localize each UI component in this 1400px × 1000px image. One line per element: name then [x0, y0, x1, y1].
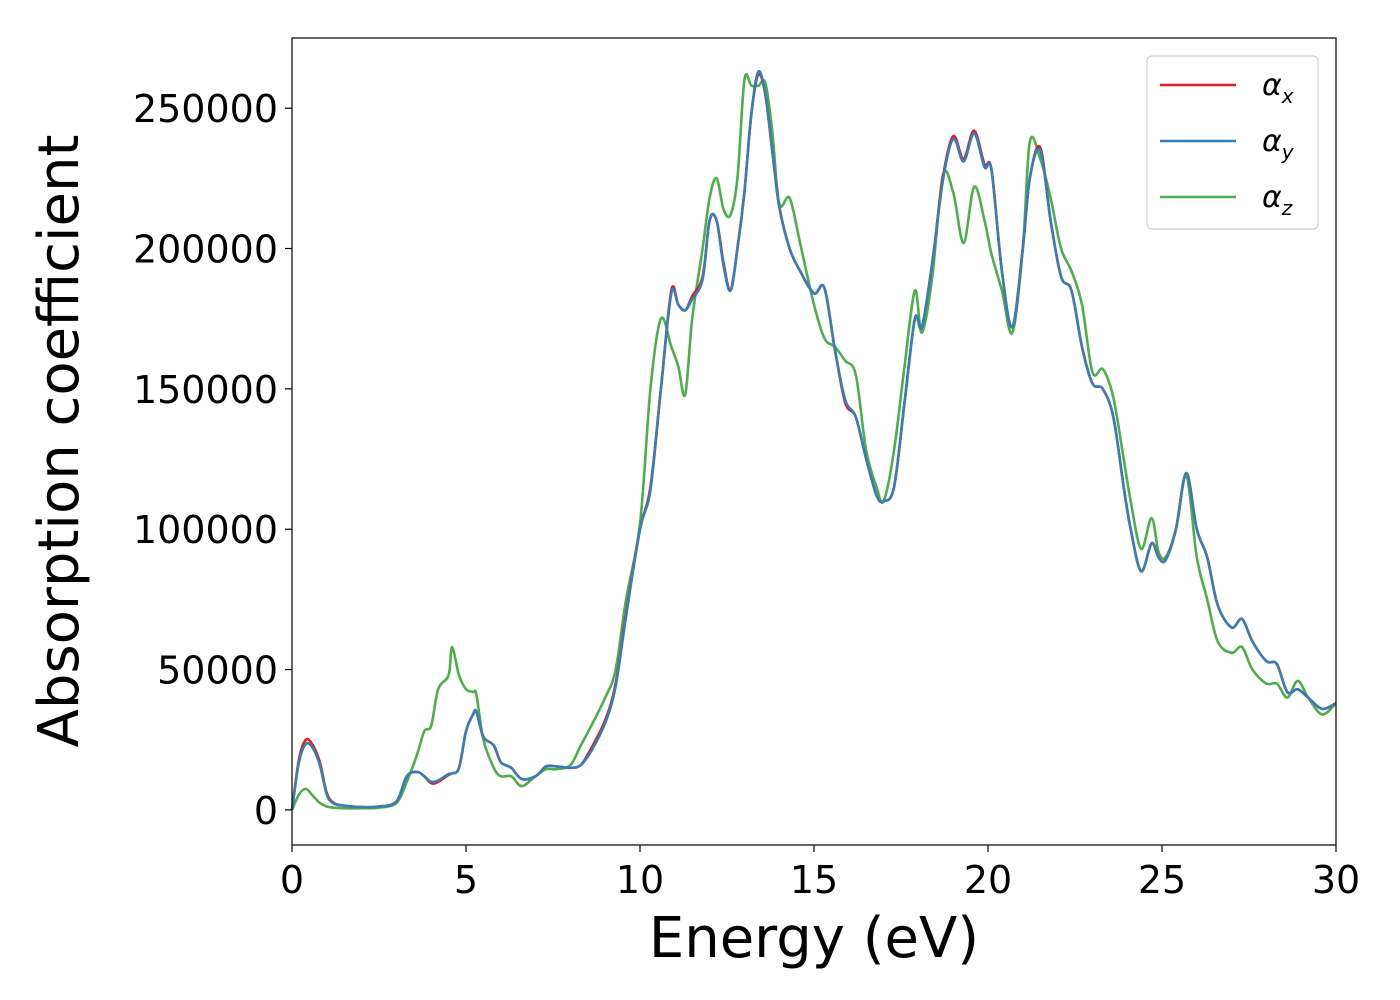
legend-label: αx: [1262, 68, 1294, 108]
legend-label: αz: [1262, 180, 1293, 220]
x-tick-label: 10: [616, 858, 664, 902]
y-tick-label: 50000: [157, 649, 278, 693]
x-tick-label: 25: [1138, 858, 1186, 902]
x-axis-ticks: 0 5 10 15 20 25 30: [280, 845, 1360, 902]
x-tick-label: 15: [790, 858, 838, 902]
y-tick-label: 100000: [133, 508, 278, 552]
legend-label: αy: [1262, 124, 1295, 164]
legend-box: [1146, 55, 1319, 230]
y-tick-label: 200000: [133, 228, 278, 272]
series-line-2: [290, 69, 1337, 811]
y-axis-label: Absorption coefficient: [27, 135, 92, 748]
series-layer: [290, 69, 1337, 811]
x-tick-label: 5: [454, 858, 478, 902]
x-tick-label: 20: [964, 858, 1012, 902]
x-tick-label: 30: [1312, 858, 1360, 902]
y-tick-label: 250000: [133, 87, 278, 131]
x-axis-label: Energy (eV): [649, 906, 979, 971]
y-tick-label: 0: [254, 789, 278, 833]
x-tick-label: 0: [280, 858, 304, 902]
y-axis-ticks: 0 50000 100000 150000 200000 250000: [133, 87, 292, 833]
y-tick-label: 150000: [133, 368, 278, 412]
legend: αx αy αz: [1146, 55, 1319, 230]
